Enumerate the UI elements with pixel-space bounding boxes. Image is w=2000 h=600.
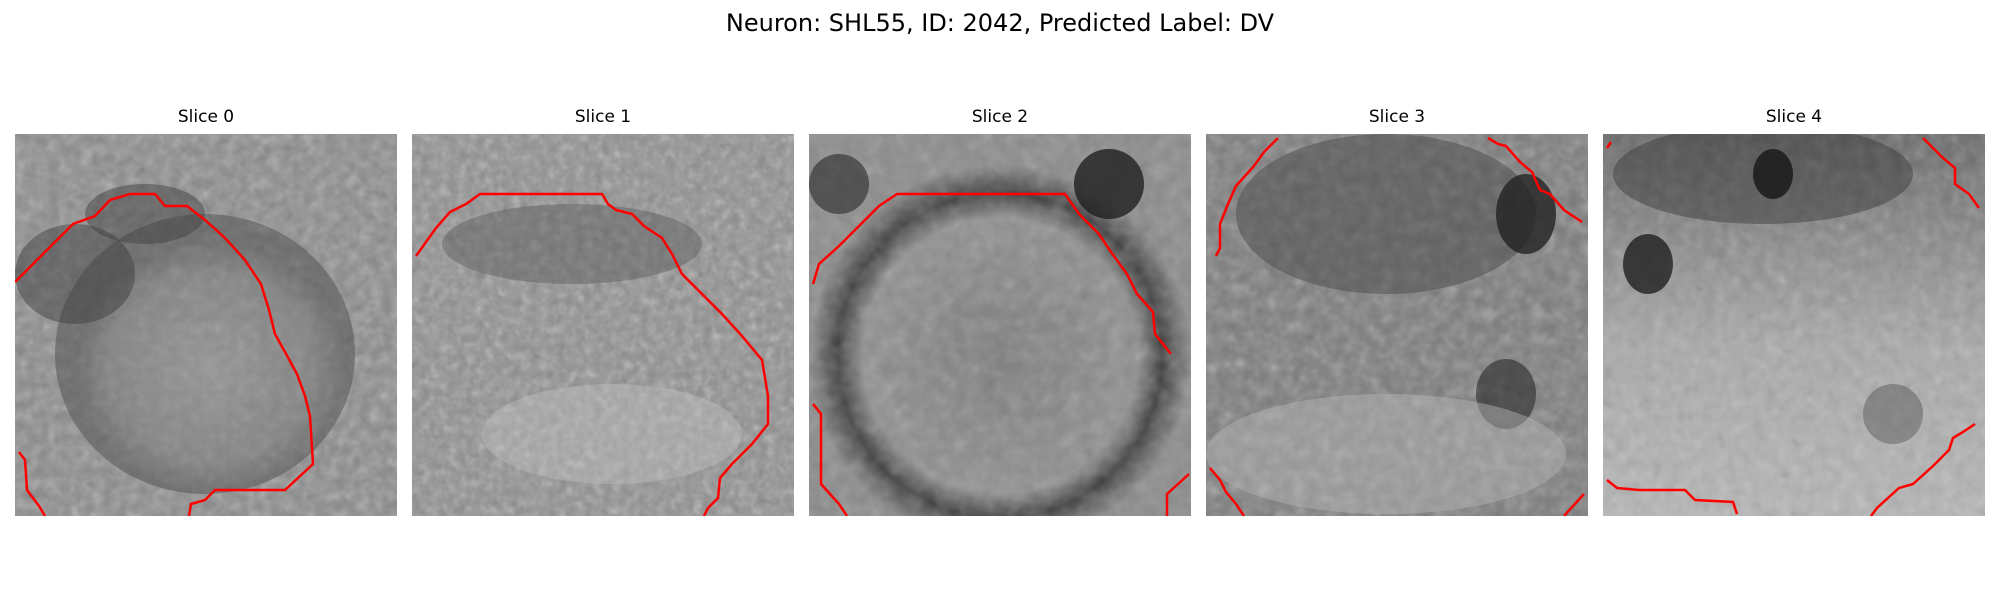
contour-line-3	[1214, 137, 1279, 257]
slice-panel-0: Slice 0	[15, 106, 397, 516]
slice-title-4: Slice 4	[1765, 107, 1823, 127]
contour-line-2c	[1165, 473, 1190, 516]
slice-panel-3: Slice 3	[1206, 106, 1588, 516]
slice-image-1	[412, 134, 794, 516]
contour-line-4d	[1870, 422, 1976, 516]
contour-line-3b	[1487, 136, 1583, 224]
contour-line-0	[15, 192, 315, 516]
slice-image-0	[15, 134, 397, 516]
contour-line-4b	[1922, 137, 1981, 209]
slice-title-2: Slice 2	[971, 107, 1029, 127]
slice-panel-4: Slice 4	[1603, 106, 1985, 516]
contour-line-1	[414, 192, 770, 516]
contour-line-2b	[812, 403, 849, 516]
contour-line-4	[1605, 141, 1613, 149]
contour-line-4c	[1606, 479, 1739, 515]
slice-panel-1: Slice 1	[412, 106, 794, 516]
slice-image-2	[809, 134, 1191, 516]
contour-line-3d	[1563, 493, 1585, 516]
slice-panel-2: Slice 2	[809, 106, 1191, 516]
slice-title-3: Slice 3	[1368, 107, 1426, 127]
contour-line-2	[811, 192, 1172, 355]
figure-title: Neuron: SHL55, ID: 2042, Predicted Label…	[725, 9, 1275, 37]
slice-title-1: Slice 1	[574, 107, 632, 127]
slice-title-0: Slice 0	[177, 107, 235, 127]
slice-image-3	[1206, 134, 1588, 516]
contour-line-3c	[1209, 467, 1246, 516]
contour-line-0b	[18, 451, 47, 516]
cell-body-0	[55, 214, 355, 494]
slice-image-4	[1603, 134, 1985, 516]
